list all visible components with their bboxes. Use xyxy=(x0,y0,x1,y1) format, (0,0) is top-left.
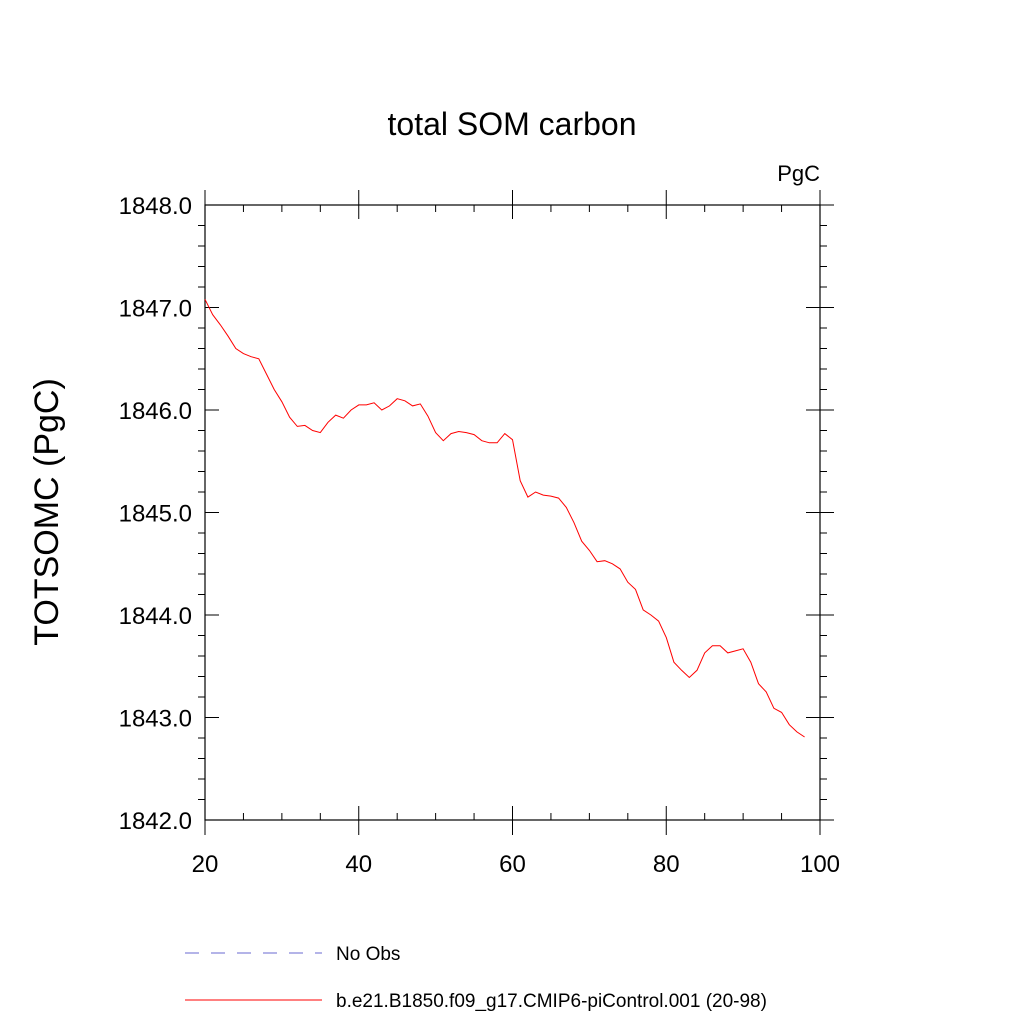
y-tick-label: 1846.0 xyxy=(119,398,192,425)
y-tick-label: 1843.0 xyxy=(119,706,192,733)
y-tick-label: 1845.0 xyxy=(119,501,192,528)
y-tick-label: 1842.0 xyxy=(119,808,192,835)
plot-border xyxy=(204,204,821,821)
y-tick-label: 1848.0 xyxy=(119,193,192,220)
series-lines xyxy=(204,299,805,738)
tick-labels: 20 40 60 80 100 1842.0 1843.0 1844.0 1845.0 1846.… xyxy=(119,193,840,878)
x-tick-label: 40 xyxy=(345,851,372,878)
axis-ticks xyxy=(198,190,834,835)
series-line xyxy=(204,299,805,738)
legend-label: b.e21.B1850.f09_g17.CMIP6-piControl.001 … xyxy=(336,991,767,1012)
legend-label: No Obs xyxy=(336,944,400,965)
y-axis-label: TOTSOMC (PgC) xyxy=(28,378,66,646)
y-tick-label: 1844.0 xyxy=(119,603,192,630)
x-tick-label: 80 xyxy=(653,851,680,878)
x-tick-label: 100 xyxy=(800,851,840,878)
units-label: PgC xyxy=(777,161,820,186)
x-tick-label: 60 xyxy=(499,851,526,878)
y-tick-label: 1847.0 xyxy=(119,296,192,323)
legend: No Obs b.e21.B1850.f09_g17.CMIP6-piContro… xyxy=(185,944,767,1012)
x-tick-label: 20 xyxy=(192,851,219,878)
plot-frame xyxy=(204,204,821,821)
chart-title: total SOM carbon xyxy=(388,106,637,142)
